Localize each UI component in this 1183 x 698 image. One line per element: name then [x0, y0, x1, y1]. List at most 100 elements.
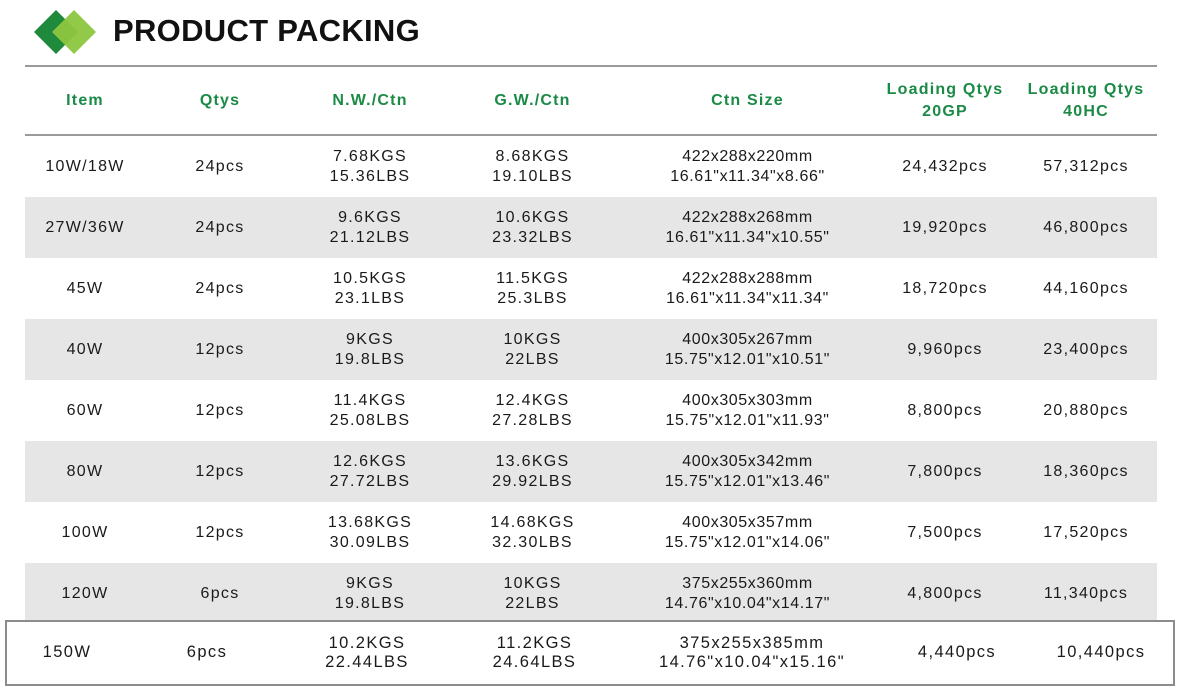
- carton-size-inch: 14.76"x10.04"x14.17": [664, 594, 831, 612]
- gross-weight-kgs: 10KGS: [503, 331, 562, 348]
- gross-weight-kgs: 10.6KGS: [495, 209, 570, 226]
- net-weight-lbs: 23.1LBS: [334, 289, 406, 307]
- cell-item: 100W: [61, 523, 109, 541]
- table-row: 10W/18W 24pcs 7.68KGS 15.36LBS 8.68KGS 19.10L…: [25, 136, 1157, 197]
- cell-loading-20gp: 4,800pcs: [907, 584, 983, 602]
- net-weight-kgs: 9.6KGS: [338, 209, 402, 226]
- cell-net-weight: 11.4KGS 25.08LBS: [295, 380, 445, 441]
- cell-gross-weight: 8.68KGS 19.10LBS: [445, 136, 620, 197]
- cell-qtys: 24pcs: [195, 218, 245, 236]
- net-weight-lbs: 25.08LBS: [329, 411, 411, 429]
- cell-loading-20gp: 8,800pcs: [907, 401, 983, 419]
- net-weight-lbs: 19.8LBS: [334, 350, 406, 368]
- cell-item: 40W: [66, 340, 104, 358]
- cell-carton-size: 422x288x288mm 16.61"x11.34"x11.34": [620, 258, 875, 319]
- gross-weight-kgs: 10KGS: [503, 575, 562, 592]
- cell-gross-weight: 11.2KGS 24.64LBS: [447, 622, 622, 684]
- net-weight-kgs: 9KGS: [346, 575, 394, 592]
- table-row: 40W 12pcs 9KGS 19.8LBS 10KGS 22LBS 400x305x267…: [25, 319, 1157, 380]
- column-header-qtys: Qtys: [199, 91, 241, 109]
- cell-qtys: 12pcs: [195, 462, 245, 480]
- cell-qtys: 12pcs: [195, 523, 245, 541]
- cell-net-weight: 10.2KGS 22.44LBS: [287, 622, 447, 684]
- cell-net-weight: 13.68KGS 30.09LBS: [295, 502, 445, 563]
- carton-size-inch: 15.75"x12.01"x14.06": [664, 533, 831, 551]
- cell-loading-40hc: 44,160pcs: [1043, 279, 1129, 297]
- table-row: 60W 12pcs 11.4KGS 25.08LBS 12.4KGS 27.28LBS 40…: [25, 380, 1157, 441]
- cell-carton-size: 422x288x220mm 16.61"x11.34"x8.66": [620, 136, 875, 197]
- cell-item: 80W: [66, 462, 104, 480]
- cell-net-weight: 9.6KGS 21.12LBS: [295, 197, 445, 258]
- title-divider: [25, 65, 1157, 67]
- carton-size-mm: 422x288x288mm: [682, 270, 813, 287]
- gross-weight-kgs: 14.68KGS: [490, 514, 575, 531]
- cell-net-weight: 10.5KGS 23.1LBS: [295, 258, 445, 319]
- gross-weight-lbs: 25.3LBS: [497, 289, 568, 307]
- gross-weight-lbs: 19.10LBS: [492, 167, 573, 185]
- cell-loading-20gp: 7,800pcs: [907, 462, 983, 480]
- gross-weight-lbs: 32.30LBS: [492, 533, 573, 551]
- cell-carton-size: 375x255x385mm 14.76"x10.04"x15.16": [617, 622, 887, 684]
- cell-carton-size: 400x305x303mm 15.75"x12.01"x11.93": [620, 380, 875, 441]
- net-weight-kgs: 12.6KGS: [332, 453, 408, 470]
- cell-loading-40hc: 20,880pcs: [1043, 401, 1129, 419]
- carton-size-mm: 422x288x220mm: [682, 148, 813, 165]
- column-header-loading-20gp: Loading Qtys 20GP: [886, 80, 1004, 120]
- net-weight-kgs: 7.68KGS: [332, 148, 408, 165]
- carton-size-mm: 375x255x360mm: [682, 575, 813, 592]
- cell-loading-40hc: 11,340pcs: [1043, 584, 1129, 602]
- cell-loading-40hc: 57,312pcs: [1043, 157, 1129, 175]
- carton-size-inch: 15.75"x12.01"x10.51": [664, 350, 831, 368]
- carton-size-mm: 400x305x342mm: [682, 453, 813, 470]
- cell-carton-size: 400x305x267mm 15.75"x12.01"x10.51": [620, 319, 875, 380]
- cell-item: 150W: [42, 643, 92, 662]
- table-row: 80W 12pcs 12.6KGS 27.72LBS 13.6KGS 29.92LBS 40…: [25, 441, 1157, 502]
- cell-qtys: 24pcs: [195, 157, 245, 175]
- net-weight-kgs: 11.4KGS: [333, 392, 407, 409]
- cell-item: 120W: [61, 584, 109, 602]
- gross-weight-lbs: 22LBS: [505, 350, 560, 368]
- column-header-gross-weight: G.W./Ctn: [494, 91, 571, 109]
- cell-net-weight: 7.68KGS 15.36LBS: [295, 136, 445, 197]
- table-row: 45W 24pcs 10.5KGS 23.1LBS 11.5KGS 25.3LBS 422x…: [25, 258, 1157, 319]
- carton-size-inch: 15.75"x12.01"x13.46": [664, 472, 831, 490]
- cell-loading-20gp: 7,500pcs: [907, 523, 983, 541]
- cell-item: 27W/36W: [45, 218, 125, 236]
- carton-size-mm: 422x288x268mm: [682, 209, 813, 226]
- cell-net-weight: 9KGS 19.8LBS: [295, 563, 445, 624]
- cell-loading-20gp: 4,440pcs: [917, 643, 997, 662]
- logo-icon: [34, 10, 96, 54]
- cell-item: 60W: [66, 401, 104, 419]
- cell-net-weight: 12.6KGS 27.72LBS: [295, 441, 445, 502]
- cell-gross-weight: 10KGS 22LBS: [445, 319, 620, 380]
- cell-gross-weight: 13.6KGS 29.92LBS: [445, 441, 620, 502]
- gross-weight-kgs: 11.2KGS: [496, 633, 573, 652]
- cell-gross-weight: 11.5KGS 25.3LBS: [445, 258, 620, 319]
- column-header-net-weight: N.W./Ctn: [332, 91, 408, 109]
- cell-qtys: 12pcs: [195, 340, 245, 358]
- carton-size-mm: 375x255x385mm: [679, 633, 825, 652]
- highlighted-row: 150W 6pcs 10.2KGS 22.44LBS 11.2KGS 24.64…: [5, 620, 1175, 686]
- page-title: PRODUCT PACKING: [113, 13, 421, 48]
- cell-item: 10W/18W: [45, 157, 125, 175]
- carton-size-mm: 400x305x267mm: [682, 331, 813, 348]
- cell-carton-size: 422x288x268mm 16.61"x11.34"x10.55": [620, 197, 875, 258]
- net-weight-kgs: 10.5KGS: [332, 270, 408, 287]
- net-weight-kgs: 10.2KGS: [328, 633, 406, 652]
- cell-loading-40hc: 46,800pcs: [1043, 218, 1129, 236]
- cell-carton-size: 400x305x342mm 15.75"x12.01"x13.46": [620, 441, 875, 502]
- net-weight-lbs: 15.36LBS: [329, 167, 411, 185]
- cell-loading-20gp: 18,720pcs: [902, 279, 988, 297]
- cell-gross-weight: 10.6KGS 23.32LBS: [445, 197, 620, 258]
- cell-loading-40hc: 10,440pcs: [1056, 643, 1146, 662]
- cell-loading-20gp: 19,920pcs: [902, 218, 988, 236]
- cell-loading-40hc: 17,520pcs: [1043, 523, 1129, 541]
- cell-net-weight: 9KGS 19.8LBS: [295, 319, 445, 380]
- cell-qtys: 6pcs: [186, 643, 228, 662]
- gross-weight-lbs: 22LBS: [505, 594, 560, 612]
- column-header-item: Item: [66, 91, 104, 109]
- column-header-carton-size: Ctn Size: [711, 91, 784, 109]
- gross-weight-lbs: 23.32LBS: [492, 228, 573, 246]
- table-row: 100W 12pcs 13.68KGS 30.09LBS 14.68KGS 32.30LB…: [25, 502, 1157, 563]
- carton-size-inch: 16.61"x11.34"x8.66": [670, 167, 825, 185]
